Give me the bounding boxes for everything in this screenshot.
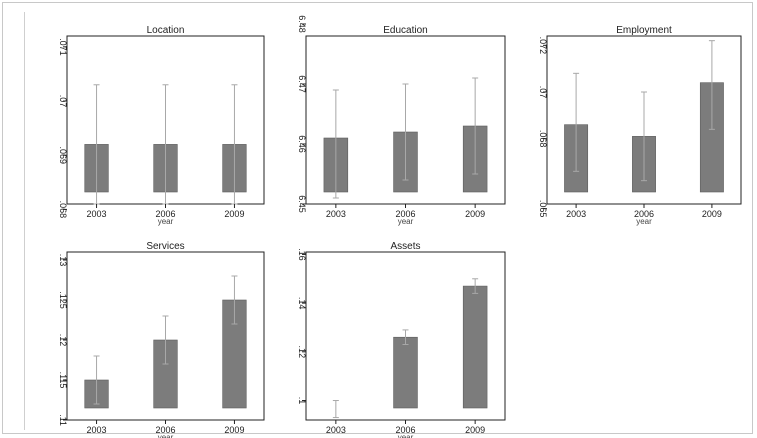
y-tick-label: 6.47 <box>297 75 307 93</box>
chart-education: Education 6.45 6.46 6.47 6.48 2003 2006 2009 yea… <box>297 15 506 226</box>
y-tick-label: .072 <box>538 37 548 55</box>
x-tick-label: 2003 <box>87 209 107 219</box>
y-tick-label: .115 <box>58 372 68 389</box>
y-tick-label: 6.48 <box>297 15 307 33</box>
y-tick-label: .11 <box>58 414 68 426</box>
y-tick-label: .07 <box>58 95 68 108</box>
y-tick-label: .065 <box>538 200 548 218</box>
chart-location: Location .068 .069 .07 .071 2003 2006 2009 year <box>58 25 265 226</box>
x-tick-label: 2009 <box>702 209 722 219</box>
y-tick-label: .071 <box>58 38 68 56</box>
bar-2006 <box>393 336 418 409</box>
y-tick-label: .068 <box>58 201 68 219</box>
y-tick-label: .07 <box>538 86 548 99</box>
y-tick-label: .125 <box>58 291 68 309</box>
chart-title: Location <box>147 25 185 36</box>
x-tick-label: 2003 <box>326 425 346 435</box>
x-axis-label: year <box>636 217 652 226</box>
y-tick-label: .1 <box>297 397 307 405</box>
x-tick-label: 2009 <box>224 209 244 219</box>
chart-title: Employment <box>616 25 672 36</box>
x-tick-label: 2009 <box>465 209 485 219</box>
x-tick-label: 2006 <box>395 209 415 219</box>
left-rule <box>24 12 25 430</box>
x-tick-label: 2003 <box>87 425 107 435</box>
x-axis-label: year <box>398 217 414 226</box>
x-tick-label: 2009 <box>465 425 485 435</box>
y-tick-label: .068 <box>538 130 548 148</box>
chart-title: Services <box>146 241 184 252</box>
x-tick-label: 2006 <box>634 209 654 219</box>
x-axis-label: year <box>158 217 174 226</box>
bar-2009 <box>462 285 488 409</box>
chart-employment: Employment .065 .068 .07 .072 2003 2006 2009 yea… <box>538 25 742 226</box>
y-tick-label: .12 <box>297 346 307 359</box>
y-tick-label: .13 <box>58 254 68 267</box>
x-tick-label: 2006 <box>155 425 175 435</box>
y-tick-label: .14 <box>297 297 307 310</box>
x-tick-label: 2006 <box>155 209 175 219</box>
y-tick-label: 6.46 <box>297 135 307 153</box>
y-tick-label: .16 <box>297 248 307 261</box>
x-axis-label: year <box>398 433 414 438</box>
x-tick-label: 2006 <box>395 425 415 435</box>
x-tick-label: 2009 <box>224 425 244 435</box>
y-tick-label: .069 <box>58 146 68 164</box>
y-tick-label: .12 <box>58 334 68 347</box>
x-axis-label: year <box>158 433 174 438</box>
y-tick-label: 6.45 <box>297 195 307 213</box>
x-tick-label: 2003 <box>566 209 586 219</box>
chart-assets: Assets .1 .12 .14 .16 2003 2006 2009 year <box>297 241 506 438</box>
chart-title: Education <box>383 25 427 36</box>
chart-services: Services .11 .115 .12 .125 .13 2003 2006 2009 yea… <box>58 241 265 438</box>
x-tick-label: 2003 <box>326 209 346 219</box>
chart-title: Assets <box>390 241 420 252</box>
